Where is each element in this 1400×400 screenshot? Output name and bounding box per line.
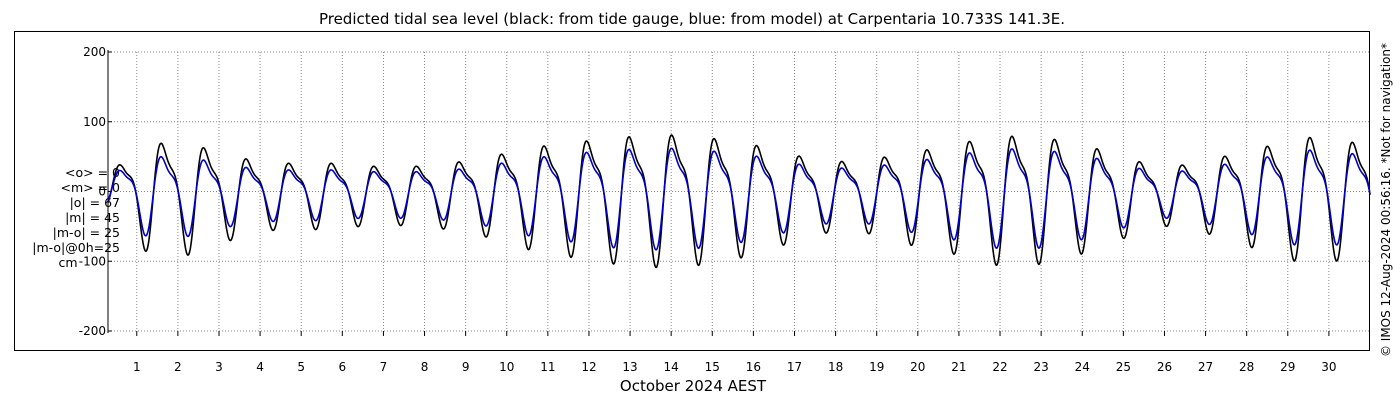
y-tick-labels: -200 -100 0 100 200 <box>79 45 106 338</box>
x-tick-label: 17 <box>787 360 802 374</box>
stat-unit: cm <box>58 255 78 270</box>
x-tick-label: 3 <box>215 360 223 374</box>
x-tick-label: 26 <box>1157 360 1172 374</box>
stats-panel: <o> = 0 <m> = 0 |o| = 67 |m| = 45 |m-o| … <box>15 165 127 270</box>
x-tick-label: 21 <box>951 360 966 374</box>
series-layer <box>107 134 1371 269</box>
plot-frame: <o> = 0 <m> = 0 |o| = 67 |m| = 45 |m-o| … <box>14 31 1370 351</box>
model-series-line <box>107 147 1371 251</box>
x-tick-label: 18 <box>828 360 843 374</box>
x-tick-label: 13 <box>622 360 637 374</box>
x-tick-label: 29 <box>1280 360 1295 374</box>
stat-mean-observed: <o> = 0 <box>65 165 120 180</box>
y-tick-label: 100 <box>83 115 106 129</box>
y-tick-label: -200 <box>79 324 106 338</box>
x-tick-label: 2 <box>174 360 182 374</box>
x-tick-label: 20 <box>910 360 925 374</box>
stat-abs-diff-0h: |m-o|@0h=25 <box>32 240 120 255</box>
x-tick-label: 23 <box>1033 360 1048 374</box>
x-tick-label: 28 <box>1239 360 1254 374</box>
x-tick-label: 1 <box>133 360 141 374</box>
x-tick-label: 25 <box>1116 360 1131 374</box>
stat-abs-observed: |o| = 67 <box>69 195 120 210</box>
x-tick-label: 7 <box>380 360 388 374</box>
x-tick-label: 19 <box>869 360 884 374</box>
x-tick-label: 24 <box>1075 360 1090 374</box>
x-tick-label: 27 <box>1198 360 1213 374</box>
x-tick-label: 6 <box>338 360 346 374</box>
watermark: © IMOS 12-Aug-2024 00:56:16. *Not for na… <box>1379 42 1393 358</box>
x-tick-label: 5 <box>297 360 305 374</box>
x-tick-label: 12 <box>581 360 596 374</box>
y-tick-label: 0 <box>98 185 106 199</box>
y-tick-label: -100 <box>79 254 106 268</box>
stat-mean-model: <m> = 0 <box>60 180 121 195</box>
y-tick-label: 200 <box>83 45 106 59</box>
x-axis-label: October 2024 AEST <box>620 377 767 395</box>
x-tick-label: 11 <box>540 360 555 374</box>
axes <box>107 50 1330 336</box>
stat-abs-model: |m| = 45 <box>65 210 120 225</box>
x-tick-label: 15 <box>705 360 720 374</box>
x-tick-label: 8 <box>421 360 429 374</box>
chart-title: Predicted tidal sea level (black: from t… <box>318 10 1066 28</box>
x-tick-label: 30 <box>1321 360 1336 374</box>
x-tick-label: 14 <box>664 360 679 374</box>
x-tick-label: 9 <box>462 360 470 374</box>
gauge-series-line <box>107 134 1371 269</box>
grid-lines <box>108 51 1370 332</box>
x-tick-label: 10 <box>499 360 514 374</box>
x-tick-labels: 1 2 3 4 5 6 7 8 9 10 11 12 13 14 15 16 17 18 19 20 21 22 23 24 2… <box>133 360 1337 374</box>
x-tick-label: 16 <box>746 360 761 374</box>
x-tick-label: 4 <box>256 360 264 374</box>
x-tick-label: 22 <box>992 360 1007 374</box>
stat-abs-diff: |m-o| = 25 <box>52 225 120 240</box>
